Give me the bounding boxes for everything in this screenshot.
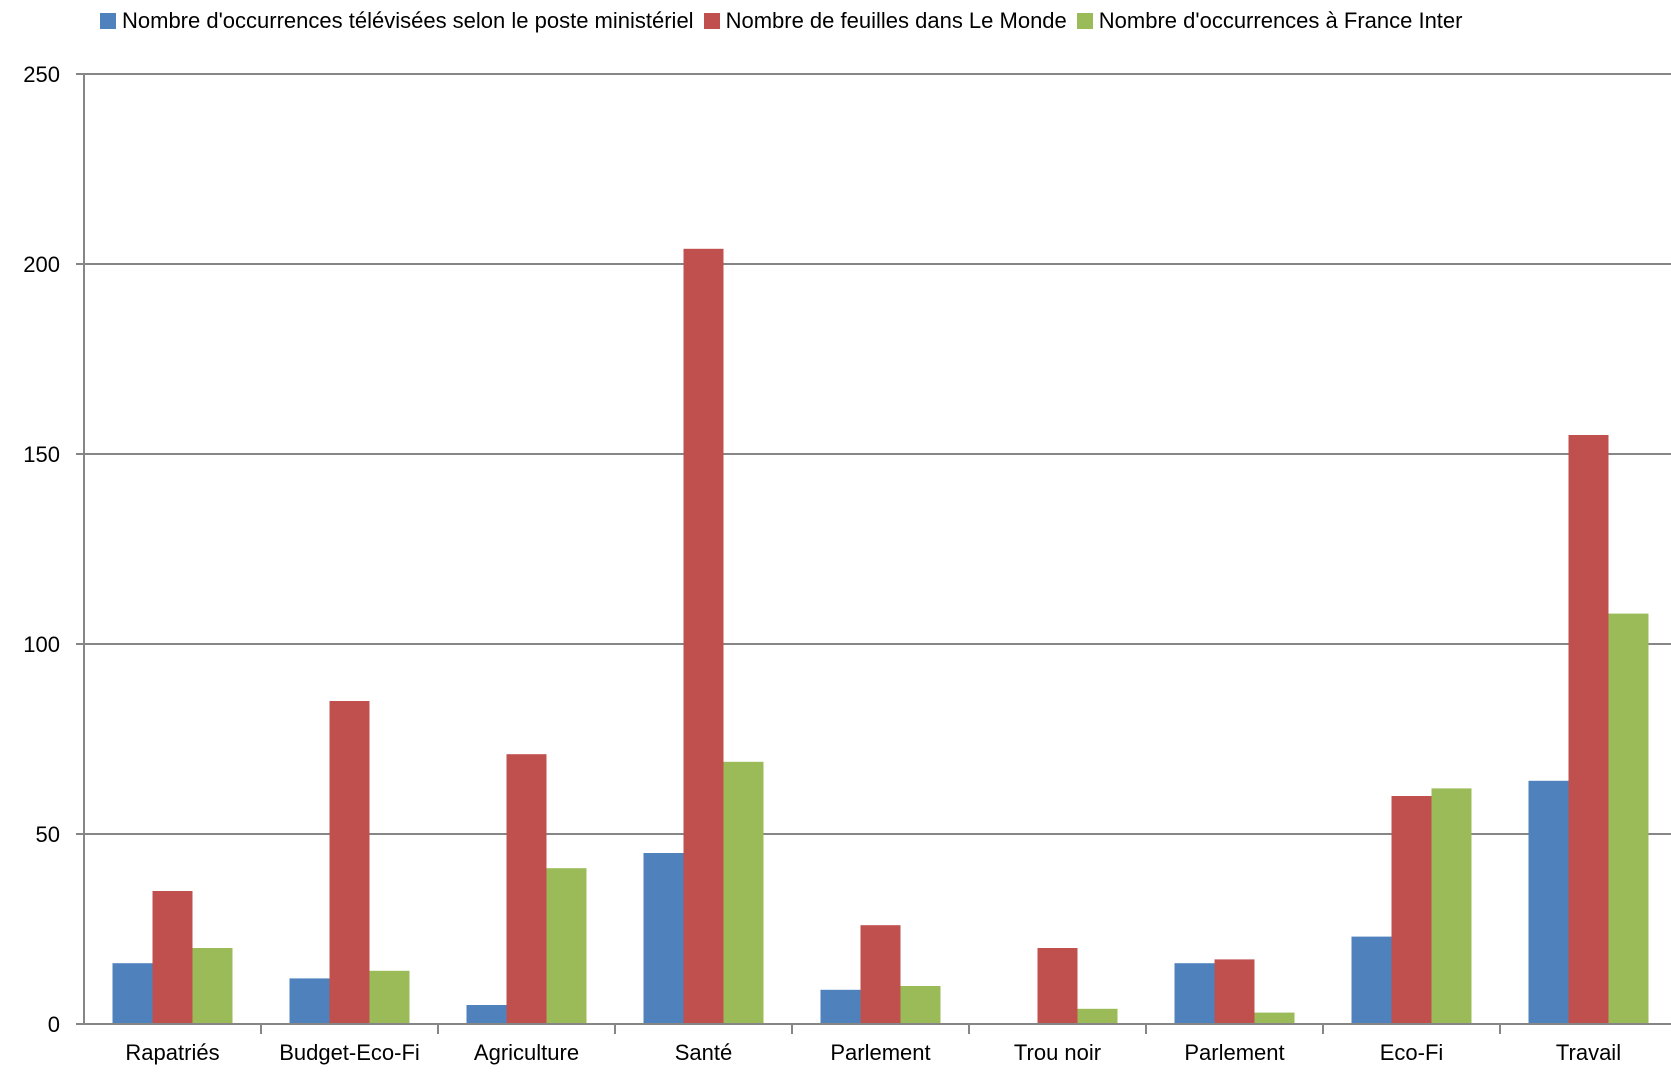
y-tick-label: 200 — [23, 252, 60, 277]
bar — [466, 1005, 507, 1024]
bar — [723, 761, 764, 1024]
x-tick-label: Santé — [675, 1040, 733, 1065]
bar — [506, 754, 547, 1024]
x-tick-label: Budget-Eco-Fi — [279, 1040, 420, 1065]
bar — [1351, 936, 1392, 1024]
x-tick-label: Rapatriés — [125, 1040, 219, 1065]
legend: Nombre d'occurrences télévisées selon le… — [100, 6, 1671, 36]
x-tick-label: Trou noir — [1014, 1040, 1101, 1065]
bar — [1391, 796, 1432, 1024]
legend-swatch-tv — [100, 13, 116, 29]
bar — [820, 989, 861, 1024]
bar — [289, 978, 330, 1024]
bar — [329, 701, 370, 1024]
bars — [112, 248, 1649, 1025]
bar — [683, 248, 724, 1025]
legend-item-franceinter: Nombre d'occurrences à France Inter — [1076, 8, 1463, 34]
legend-label-tv: Nombre d'occurrences télévisées selon le… — [122, 8, 694, 33]
x-tick-label: Parlement — [1184, 1040, 1284, 1065]
legend-item-tv: Nombre d'occurrences télévisées selon le… — [100, 8, 694, 34]
bar — [1077, 1008, 1118, 1024]
bar — [1037, 948, 1078, 1024]
x-tick-label: Parlement — [830, 1040, 930, 1065]
bar — [860, 925, 901, 1024]
y-tick-label: 250 — [23, 62, 60, 87]
legend-swatch-lemonde — [703, 13, 720, 29]
axes — [76, 73, 1671, 1034]
legend-item-lemonde: Nombre de feuilles dans Le Monde — [703, 8, 1067, 34]
bar — [643, 853, 684, 1024]
y-tick-label: 100 — [23, 632, 60, 657]
bar — [900, 986, 941, 1024]
bar — [192, 948, 233, 1024]
bar — [112, 963, 153, 1024]
tick-labels: 0 50 100 150 200 250 Rapatriés Budget-Eco-Fi Agr… — [23, 62, 1621, 1065]
legend-swatch-franceinter — [1076, 13, 1093, 29]
bar — [1608, 613, 1649, 1024]
legend-label-lemonde: Nombre de feuilles dans Le Monde — [725, 8, 1067, 33]
y-tick-label: 0 — [48, 1012, 60, 1037]
bar — [1214, 959, 1255, 1024]
x-tick-label: Travail — [1556, 1040, 1621, 1065]
legend-label-franceinter: Nombre d'occurrences à France Inter — [1098, 8, 1463, 33]
bar — [1431, 788, 1472, 1024]
bar — [152, 891, 193, 1024]
gridlines — [84, 73, 1671, 835]
y-tick-label: 50 — [36, 822, 60, 847]
x-tick-label: Eco-Fi — [1380, 1040, 1444, 1065]
bar — [1528, 780, 1569, 1024]
bar — [546, 868, 587, 1024]
bar — [1254, 1012, 1295, 1024]
bar — [369, 970, 410, 1024]
y-tick-label: 150 — [23, 442, 60, 467]
bar — [1174, 963, 1215, 1024]
bar — [1568, 435, 1609, 1024]
x-tick-label: Agriculture — [474, 1040, 579, 1065]
